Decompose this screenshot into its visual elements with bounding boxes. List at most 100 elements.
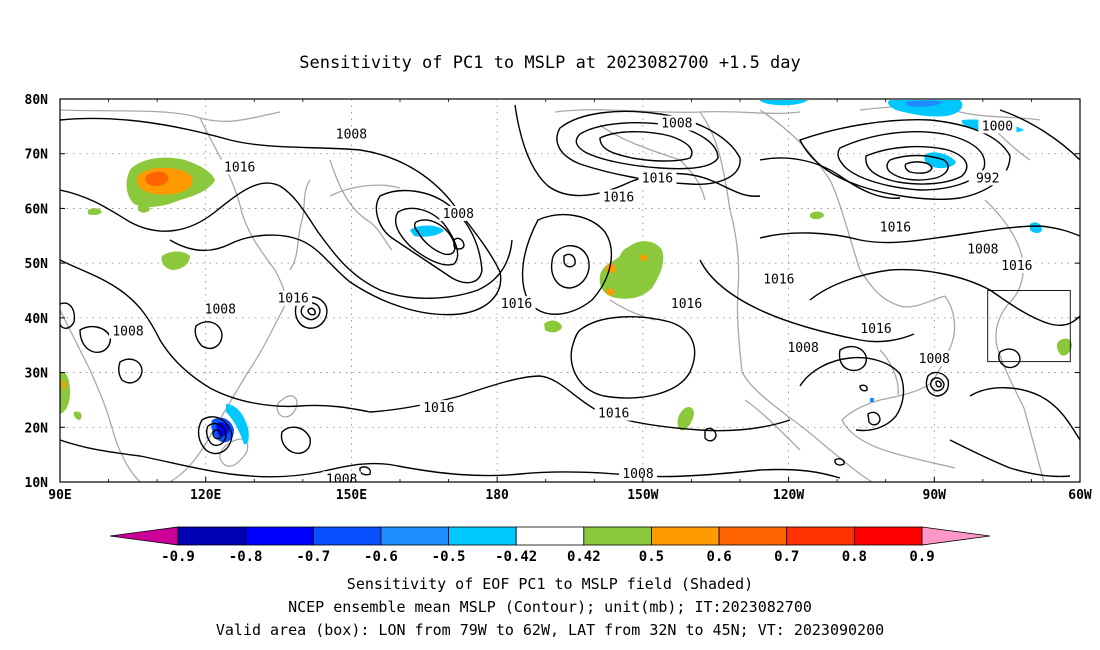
colorbar-segment xyxy=(245,526,314,546)
axis-ticks xyxy=(59,98,1081,483)
colorbar-label: -0.6 xyxy=(364,549,398,565)
contour-label-bg xyxy=(439,205,478,221)
contour-label-bg xyxy=(638,170,677,186)
contour-label-bg xyxy=(657,115,696,131)
contour-label: 1016 xyxy=(642,171,673,186)
colorbar-end-high xyxy=(921,526,991,546)
lon-tick-label: 60W xyxy=(1068,488,1092,503)
colorbar-label: 0.8 xyxy=(842,549,867,565)
contour-label-bg xyxy=(274,290,313,306)
contour-label-bg xyxy=(322,471,361,482)
caption-line-2: NCEP ensemble mean MSLP (Contour); unit(… xyxy=(288,598,812,616)
contour-label: 1008 xyxy=(919,352,950,367)
map-frame xyxy=(59,98,1081,483)
colorbar-label: 0.5 xyxy=(639,549,664,565)
coastlines xyxy=(60,105,1045,482)
contour-label: 1016 xyxy=(277,292,308,307)
colorbar-segment xyxy=(583,526,652,546)
contour-label: 1000 xyxy=(982,119,1013,134)
map-area: 1008101610081016101610081000992101610081… xyxy=(25,93,1100,503)
contour-label-bg xyxy=(220,159,259,175)
contour-label: 1008 xyxy=(443,207,474,222)
contour-label-bg xyxy=(594,405,633,421)
contour-label-bg xyxy=(1075,452,1080,468)
contour-label-bg xyxy=(332,126,371,142)
caption-line-3: Valid area (box): LON from 79W to 62W, L… xyxy=(216,621,884,639)
colorbar-label: 0.7 xyxy=(774,549,799,565)
colorbar-label: 0.9 xyxy=(909,549,934,565)
colorbar-segment xyxy=(380,526,449,546)
colorbar-label: 0.6 xyxy=(706,549,731,565)
lon-tick-label: 150E xyxy=(336,488,367,503)
contour-label: 992 xyxy=(976,171,999,186)
caption-line-1: Sensitivity of EOF PC1 to MSLP field (Sh… xyxy=(347,575,753,593)
contour-label: 1016 xyxy=(860,322,891,337)
contour-label-bg xyxy=(978,118,1017,134)
contour-label-bg xyxy=(968,170,1007,186)
contour-label-bg xyxy=(876,219,915,235)
lat-tick-label: 50N xyxy=(25,257,49,272)
contour-label: 1008 xyxy=(967,242,998,257)
colorbar-segment xyxy=(312,526,382,546)
colorbar-segment xyxy=(515,526,585,546)
contour-label-bg xyxy=(963,241,1002,257)
lon-tick-label: 120W xyxy=(773,488,804,503)
contour-label: 1016 xyxy=(224,160,255,175)
contour-label: 1016 xyxy=(1001,259,1032,274)
longitude-labels: 90E 120E 150E 180 150W 120W 90W 60W xyxy=(48,488,1092,503)
contour-label-bg xyxy=(599,189,638,205)
contour-label-bg xyxy=(784,339,823,355)
contour-label-bg xyxy=(759,271,798,287)
colorbar-label: -0.7 xyxy=(296,549,330,565)
contour-label: 1016 xyxy=(501,297,532,312)
lon-tick-label: 150W xyxy=(627,488,658,503)
contour-label: 1016 xyxy=(423,401,454,416)
colorbar-segment xyxy=(177,526,247,546)
contour-label: 1008 xyxy=(112,325,143,340)
colorbar-label: -0.42 xyxy=(495,549,537,565)
contour-label-bg xyxy=(497,296,536,312)
lat-tick-label: 30N xyxy=(25,367,49,382)
colorbar-end-low xyxy=(109,526,179,546)
lat-tick-label: 70N xyxy=(25,148,49,163)
contour-label: 1016 xyxy=(763,273,794,288)
contour-label-bg xyxy=(419,400,458,416)
contour-label-bg xyxy=(109,323,147,339)
contour-label-bg xyxy=(619,465,657,481)
contour-label-bg xyxy=(201,301,240,317)
colorbar-segment xyxy=(448,526,517,546)
lon-tick-label: 90E xyxy=(48,488,71,503)
lat-tick-label: 20N xyxy=(25,421,49,436)
contour-label-bg xyxy=(667,296,706,312)
lon-tick-label: 120E xyxy=(190,488,221,503)
colorbar-label: -0.9 xyxy=(161,549,195,565)
lat-tick-label: 60N xyxy=(25,202,49,217)
contour-label: 1008 xyxy=(622,467,653,482)
contour-label: 1008 xyxy=(336,128,367,143)
colorbar-label: -0.8 xyxy=(229,549,263,565)
contour-label: 1008 xyxy=(787,341,818,356)
colorbar-segment xyxy=(853,526,923,546)
colorbar-segment xyxy=(786,526,855,546)
figure-title: Sensitivity of PC1 to MSLP at 2023082700… xyxy=(299,53,801,73)
lat-tick-label: 80N xyxy=(25,93,49,108)
contour-label: 1008 xyxy=(661,117,692,132)
contour-label: 1016 xyxy=(1079,453,1100,468)
lat-tick-label: 10N xyxy=(25,476,49,491)
colorbar-segment xyxy=(718,526,788,546)
contour-labels: 1008101610081016101610081000992101610081… xyxy=(109,115,1100,482)
lon-tick-label: 180 xyxy=(485,488,509,503)
colorbar xyxy=(109,526,991,546)
contour-label: 1016 xyxy=(671,297,702,312)
contour-label: 1016 xyxy=(880,221,911,236)
lon-tick-label: 90W xyxy=(923,488,947,503)
valid-area-box xyxy=(987,290,1071,363)
contour-label-bg xyxy=(997,257,1036,273)
colorbar-labels: -0.9 -0.8 -0.7 -0.6 -0.5 -0.42 0.42 0.5 0.6 0.7 0.… xyxy=(161,549,935,565)
contour-label-bg xyxy=(857,320,895,336)
contour-label-bg xyxy=(915,350,954,366)
colorbar-segment xyxy=(651,526,720,546)
colorbar-label: 0.42 xyxy=(567,549,601,565)
latitude-labels: 80N 70N 60N 50N 40N 30N 20N 10N xyxy=(25,93,49,491)
